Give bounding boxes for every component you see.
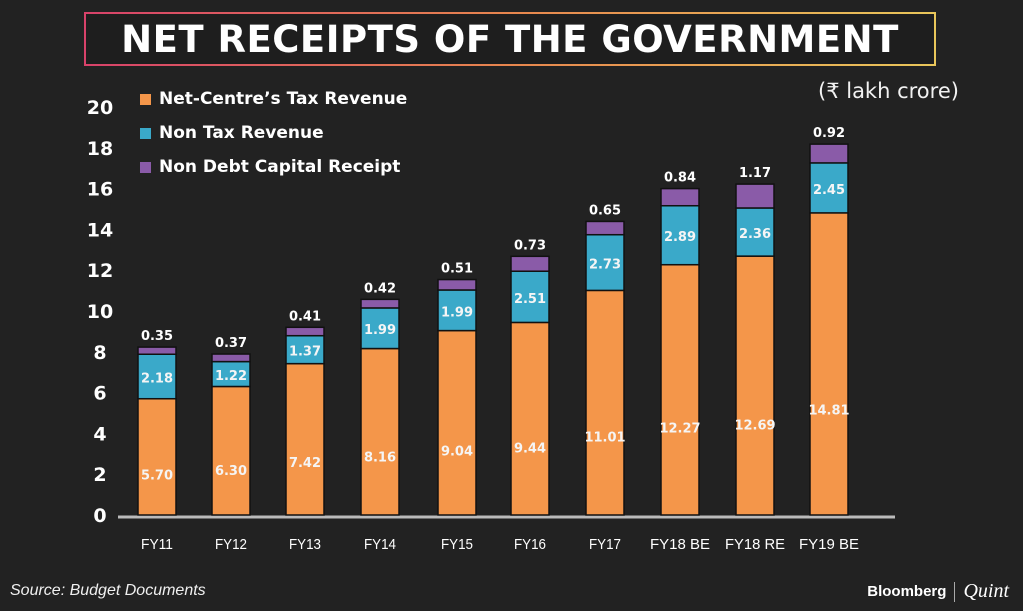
bar-segment-tax — [510, 321, 550, 516]
data-label-capital: 0.42 — [364, 281, 396, 296]
data-label-capital: 0.65 — [589, 203, 621, 218]
y-tick-label: 10 — [87, 301, 113, 323]
legend-swatch-capital — [140, 161, 151, 173]
data-label-tax: 14.81 — [808, 403, 849, 418]
x-tick-label: FY11 — [141, 536, 173, 553]
bar-segment-nontax — [285, 334, 325, 365]
bar-segment-capital — [510, 255, 550, 272]
data-label-capital: 0.73 — [514, 238, 546, 253]
data-label-capital: 0.92 — [813, 126, 845, 141]
legend-item-nontax: Non Tax Revenue — [140, 116, 407, 150]
brand-sub: Quint — [963, 580, 1009, 602]
bar-segment-tax — [585, 289, 625, 516]
bar-segment-tax — [211, 385, 251, 516]
data-label-tax: 9.44 — [514, 442, 546, 457]
brand-logo: Bloomberg Quint — [867, 580, 1009, 603]
brand-divider — [954, 581, 956, 602]
legend-label-capital: Non Debt Capital Receipt — [159, 157, 401, 177]
bar-segment-capital — [360, 298, 400, 309]
x-tick-label: FY19 BE — [799, 536, 859, 553]
bar-segment-nontax — [360, 307, 400, 350]
bar-segment-nontax — [585, 233, 625, 292]
bar-segment-nontax — [660, 204, 700, 266]
y-tick-label: 6 — [93, 383, 106, 405]
bar-segment-capital — [285, 326, 325, 337]
data-label-tax: 8.16 — [364, 451, 396, 466]
data-label-capital: 0.37 — [215, 336, 247, 351]
bar-segment-tax — [809, 212, 849, 516]
y-tick-label: 4 — [93, 423, 106, 445]
bar-segment-capital — [660, 187, 700, 207]
legend-item-tax: Net-Centre’s Tax Revenue — [140, 82, 407, 116]
brand-name: Bloomberg — [867, 583, 947, 600]
y-tick-label: 2 — [93, 464, 106, 486]
bar-segment-tax — [285, 362, 325, 516]
y-tick-label: 18 — [87, 138, 113, 160]
legend-label-nontax: Non Tax Revenue — [159, 123, 324, 143]
data-label-tax: 12.69 — [734, 418, 775, 433]
legend-swatch-tax — [140, 93, 151, 105]
y-tick-label: 8 — [93, 342, 106, 364]
bar-segment-tax — [137, 397, 177, 516]
data-label-tax: 7.42 — [289, 456, 321, 471]
bar-segment-capital — [809, 143, 849, 164]
bar-segment-capital — [437, 278, 477, 291]
data-label-nontax: 1.22 — [215, 369, 247, 384]
legend: Net-Centre’s Tax Revenue Non Tax Revenue… — [140, 82, 407, 184]
y-tick-label: 12 — [87, 260, 113, 282]
data-label-capital: 0.51 — [441, 262, 473, 277]
data-label-nontax: 1.99 — [364, 323, 396, 338]
y-tick-label: 0 — [93, 505, 106, 527]
bar-segment-capital — [137, 346, 177, 355]
bar-segment-tax — [360, 347, 400, 516]
legend-item-capital: Non Debt Capital Receipt — [140, 150, 407, 184]
legend-label-tax: Net-Centre’s Tax Revenue — [159, 89, 408, 109]
bar-segment-nontax — [211, 360, 251, 388]
data-label-nontax: 2.51 — [514, 292, 546, 307]
data-label-tax: 9.04 — [441, 444, 473, 459]
data-label-capital: 0.35 — [141, 329, 173, 344]
data-label-capital: 0.84 — [664, 171, 696, 186]
bar-segment-nontax — [735, 207, 775, 257]
data-label-tax: 5.70 — [141, 468, 173, 483]
data-label-nontax: 2.18 — [141, 371, 173, 386]
x-tick-label: FY16 — [514, 536, 546, 553]
data-label-nontax: 2.45 — [813, 183, 845, 198]
data-label-nontax: 2.73 — [589, 258, 621, 273]
x-tick-label: FY18 BE — [650, 536, 710, 553]
y-tick-label: 20 — [87, 97, 113, 119]
bar-segment-capital — [585, 220, 625, 236]
chart-title: NET RECEIPTS OF THE GOVERNMENT — [121, 17, 899, 61]
x-tick-label: FY13 — [289, 536, 321, 553]
x-tick-label: FY14 — [364, 536, 396, 553]
unit-label: (₹ lakh crore) — [818, 79, 959, 103]
x-tick-label: FY17 — [589, 536, 621, 553]
data-label-nontax: 1.37 — [289, 345, 321, 360]
source-note: Source: Budget Documents — [10, 582, 206, 599]
bar-segment-capital — [735, 183, 775, 209]
bar-segment-tax — [437, 329, 477, 516]
legend-swatch-nontax — [140, 127, 151, 139]
data-label-nontax: 2.89 — [664, 230, 696, 245]
data-label-tax: 11.01 — [584, 430, 625, 445]
data-label-tax: 6.30 — [215, 464, 247, 479]
data-label-nontax: 1.99 — [441, 305, 473, 320]
data-label-capital: 1.17 — [739, 166, 771, 181]
y-tick-label: 16 — [87, 179, 113, 201]
x-tick-label: FY12 — [215, 536, 247, 553]
data-label-capital: 0.41 — [289, 309, 321, 324]
y-tick-label: 14 — [87, 219, 113, 241]
x-tick-label: FY18 RE — [725, 536, 785, 553]
bar-segment-tax — [735, 255, 775, 516]
bar-segment-tax — [660, 263, 700, 516]
data-label-tax: 12.27 — [659, 421, 700, 436]
bar-segment-nontax — [437, 289, 477, 332]
chart-title-box: NET RECEIPTS OF THE GOVERNMENT — [84, 12, 936, 66]
x-tick-label: FY15 — [441, 536, 473, 553]
data-label-nontax: 2.36 — [739, 227, 771, 242]
bar-segment-capital — [211, 353, 251, 363]
